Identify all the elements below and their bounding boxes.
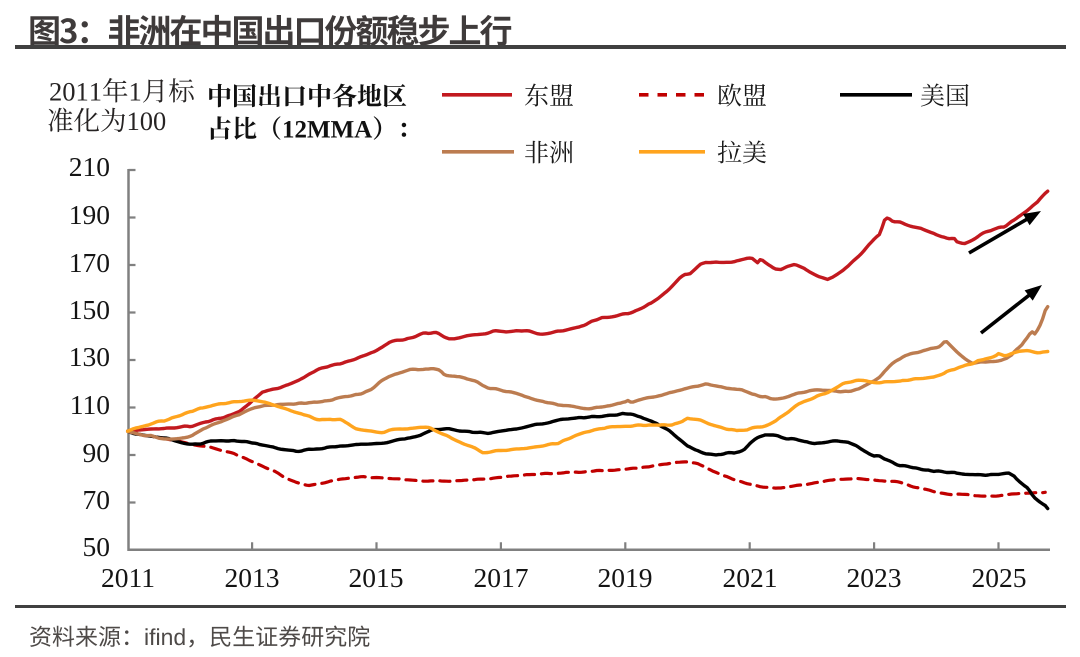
svg-text:110: 110 bbox=[70, 389, 110, 420]
svg-text:70: 70 bbox=[83, 484, 111, 515]
svg-text:2017: 2017 bbox=[474, 562, 529, 593]
svg-text:2019: 2019 bbox=[598, 562, 653, 593]
svg-text:50: 50 bbox=[83, 531, 111, 562]
svg-text:2025: 2025 bbox=[972, 562, 1027, 593]
svg-text:150: 150 bbox=[69, 294, 110, 325]
svg-text:2011: 2011 bbox=[101, 562, 155, 593]
svg-text:2013: 2013 bbox=[225, 562, 280, 593]
svg-text:190: 190 bbox=[69, 199, 110, 230]
svg-text:130: 130 bbox=[69, 341, 110, 372]
svg-text:210: 210 bbox=[69, 151, 110, 182]
svg-text:170: 170 bbox=[69, 247, 110, 278]
svg-text:2021: 2021 bbox=[723, 562, 778, 593]
svg-text:90: 90 bbox=[83, 437, 111, 468]
svg-text:2015: 2015 bbox=[349, 562, 404, 593]
svg-text:2023: 2023 bbox=[847, 562, 902, 593]
